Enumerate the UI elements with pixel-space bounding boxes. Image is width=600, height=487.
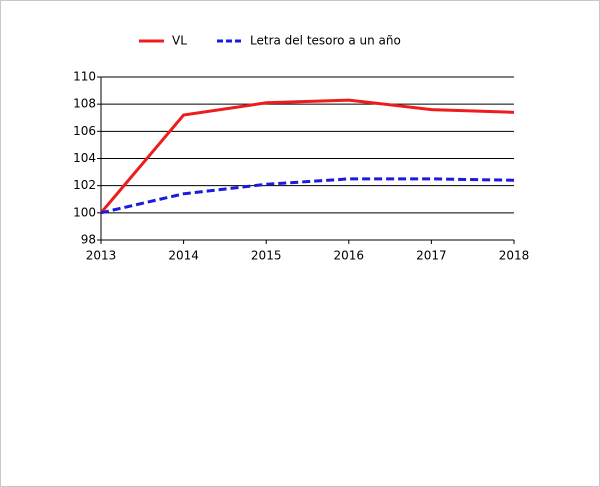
y-tick-label: 100: [73, 205, 96, 219]
series-line: [99, 98, 515, 214]
x-tick-label: 2014: [168, 249, 199, 263]
x-tick-label: 2013: [86, 249, 117, 263]
series-line: [100, 177, 515, 215]
legend-label: VL: [172, 34, 187, 48]
y-tick-label: 110: [73, 70, 96, 84]
x-tick-label: 2018: [499, 249, 530, 263]
y-tick-label: 108: [73, 97, 96, 111]
y-tick-label: 102: [73, 178, 96, 192]
y-tick-label: 106: [73, 124, 96, 138]
y-tick-label: 98: [81, 233, 96, 247]
x-tick-label: 2016: [334, 249, 365, 263]
x-tick-label: 2015: [251, 249, 282, 263]
legend-label: Letra del tesoro a un año: [250, 34, 401, 48]
y-tick-label: 104: [73, 151, 96, 165]
x-tick-label: 2017: [416, 249, 447, 263]
